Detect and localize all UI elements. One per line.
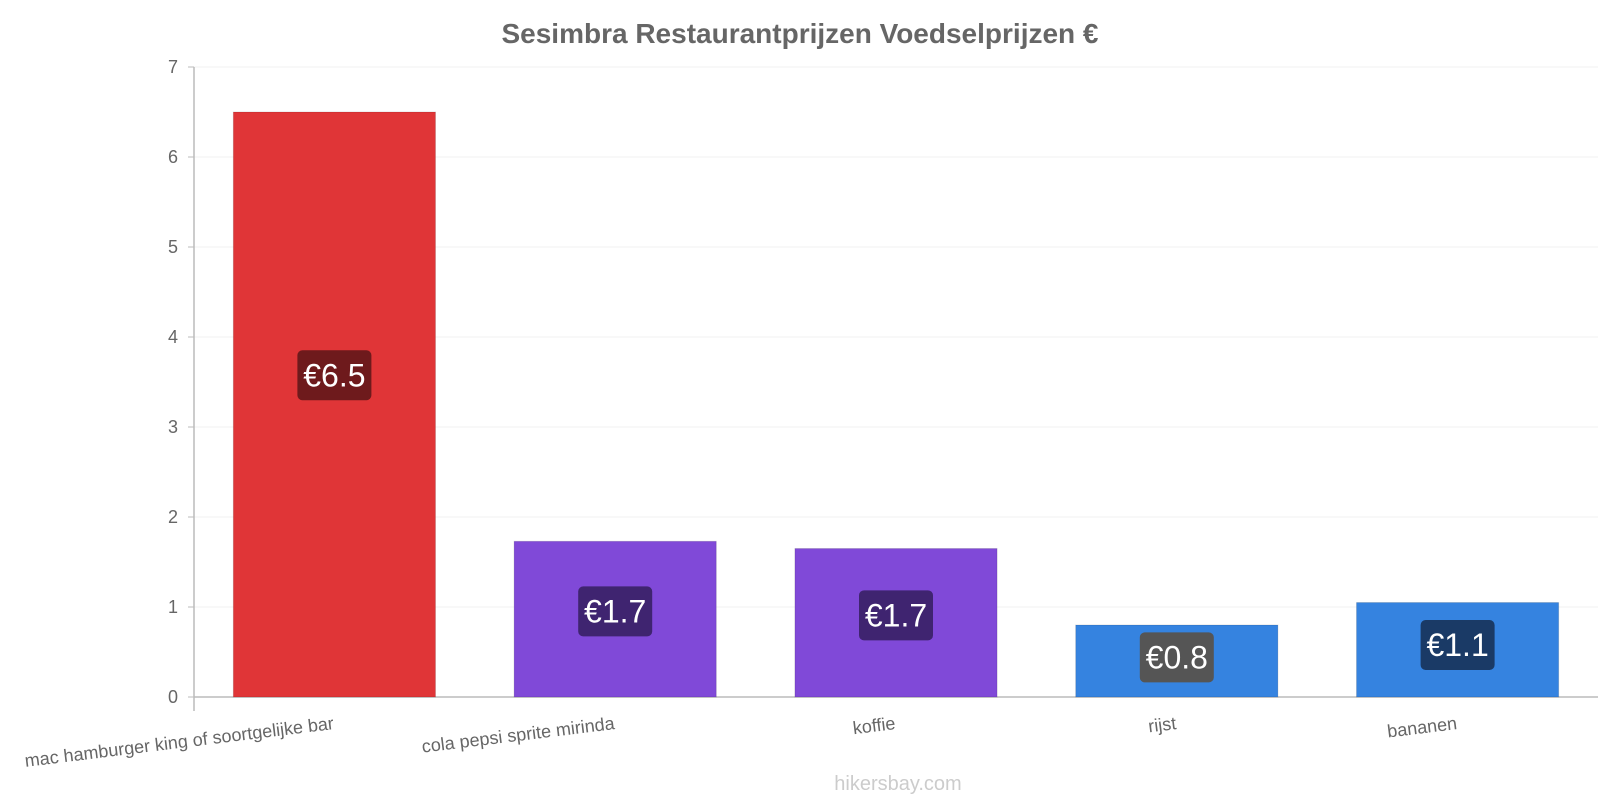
bars — [232, 111, 1560, 698]
y-tick-label: 3 — [168, 417, 178, 437]
value-label: €6.5 — [303, 357, 365, 393]
y-tick-label: 5 — [168, 237, 178, 257]
value-label-box — [297, 350, 372, 401]
y-tick-label: 1 — [168, 597, 178, 617]
category-labels: mac hamburger king of soortgelijke bar co… — [24, 713, 1458, 771]
y-tick-label: 7 — [168, 57, 178, 77]
value-label-box — [1139, 632, 1214, 683]
x-tick-label: bananen — [1386, 713, 1458, 741]
value-label: €1.7 — [865, 597, 927, 633]
x-tick-label: koffie — [852, 713, 897, 738]
value-label-box — [1420, 620, 1495, 671]
value-label-box — [859, 590, 933, 641]
value-label: €1.1 — [1426, 627, 1488, 663]
chart-title: Sesimbra Restaurantprijzen Voedselprijze… — [501, 18, 1098, 49]
x-tick-label: mac hamburger king of soortgelijke bar — [24, 713, 335, 771]
y-tick-label: 4 — [168, 327, 178, 347]
bar — [232, 111, 436, 698]
value-labels: €6.5 €1.7 €1.7 €0.8 €1.1 — [297, 350, 1495, 683]
value-label: €1.7 — [584, 593, 646, 629]
value-label-box — [578, 586, 653, 637]
watermark: hikersbay.com — [834, 773, 961, 795]
y-tick-label: 0 — [168, 687, 178, 707]
y-tick-label: 2 — [168, 507, 178, 527]
x-tick-label: cola pepsi sprite mirinda — [421, 713, 617, 757]
x-tick-label: rijst — [1147, 713, 1177, 736]
y-tick-label: 6 — [168, 147, 178, 167]
value-label: €0.8 — [1146, 639, 1208, 675]
